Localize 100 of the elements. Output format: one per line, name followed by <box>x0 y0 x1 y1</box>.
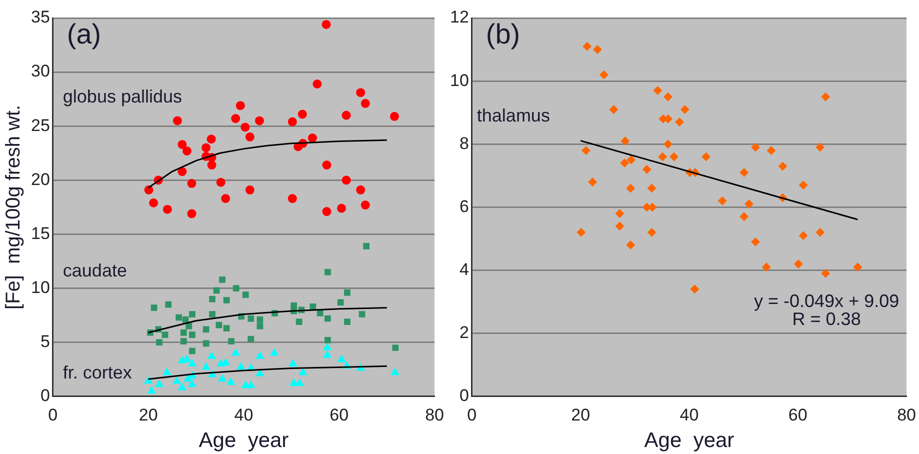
point <box>162 368 172 376</box>
point <box>144 376 153 384</box>
point <box>162 332 168 338</box>
point <box>231 114 240 124</box>
point <box>180 329 187 336</box>
point <box>592 45 602 54</box>
point <box>242 292 249 298</box>
point <box>186 322 192 330</box>
point <box>363 242 370 250</box>
point <box>189 348 196 354</box>
point <box>390 112 399 121</box>
point <box>165 301 172 308</box>
y-tick-label: 12 <box>450 8 469 27</box>
series-label: fr. cortex <box>62 362 132 383</box>
point <box>360 98 370 108</box>
x-axis-title: Age year <box>198 429 289 452</box>
point <box>288 194 297 204</box>
point <box>172 116 182 126</box>
point <box>344 318 350 325</box>
point <box>582 146 590 155</box>
point <box>172 376 182 384</box>
y-tick-label: 0 <box>459 386 469 406</box>
point <box>599 70 608 80</box>
point <box>337 204 346 213</box>
point <box>189 332 196 338</box>
point <box>182 146 192 156</box>
point <box>207 160 216 170</box>
x-tick-label: 40 <box>680 405 699 424</box>
point <box>144 185 154 194</box>
point <box>312 79 322 88</box>
point <box>615 209 624 218</box>
point <box>289 378 298 386</box>
point <box>322 20 331 29</box>
point <box>202 362 210 370</box>
point <box>392 344 399 351</box>
x-tick-label: 80 <box>425 405 444 424</box>
point <box>288 117 297 126</box>
point <box>690 284 700 294</box>
point <box>182 316 189 323</box>
point <box>322 342 332 350</box>
point <box>762 262 771 272</box>
point <box>226 377 236 385</box>
point <box>231 348 240 356</box>
point <box>308 134 317 143</box>
point <box>670 152 679 162</box>
point <box>254 116 264 126</box>
point <box>176 314 182 321</box>
point <box>162 204 172 214</box>
point <box>288 358 298 366</box>
x-tick-label: 60 <box>788 405 808 424</box>
point <box>798 231 808 240</box>
point <box>821 268 830 278</box>
point <box>816 228 825 237</box>
y-tick-label: 15 <box>30 224 50 243</box>
point <box>298 110 307 119</box>
point <box>256 322 264 330</box>
point <box>322 207 332 216</box>
y-tick-label: 35 <box>30 8 50 27</box>
point <box>149 198 158 208</box>
point <box>245 132 254 142</box>
point <box>156 339 162 346</box>
point <box>223 296 230 304</box>
point <box>246 380 256 388</box>
point <box>626 155 636 164</box>
point <box>680 104 690 114</box>
point <box>360 200 370 210</box>
x-tick-label: 80 <box>897 405 916 424</box>
point <box>588 177 598 186</box>
point <box>798 180 808 190</box>
point <box>180 338 187 344</box>
point <box>620 136 630 146</box>
point <box>209 296 216 302</box>
x-tick-label: 20 <box>571 405 590 424</box>
y-tick-label: 30 <box>30 62 50 81</box>
point <box>216 322 222 328</box>
point <box>232 285 240 292</box>
x-tick-label: 60 <box>330 405 349 424</box>
point <box>178 382 187 390</box>
point <box>702 152 711 162</box>
y-tick-label: 0 <box>40 386 50 406</box>
y-tick-label: 2 <box>459 323 469 342</box>
point <box>150 304 158 311</box>
y-tick-label: 4 <box>459 260 469 279</box>
point <box>240 122 250 132</box>
point <box>324 268 331 276</box>
point <box>337 299 344 306</box>
y-axis-title: [Fe] mg/100g fresh wt. <box>2 104 25 310</box>
point <box>236 101 245 110</box>
point <box>664 92 673 102</box>
chart-title: (a) <box>66 18 102 50</box>
point <box>390 368 400 376</box>
point <box>298 368 308 376</box>
point <box>344 289 350 296</box>
y-tick-label: 5 <box>40 332 50 352</box>
annotation: y = -0.049x + 9.09 <box>754 290 900 311</box>
point <box>751 237 760 246</box>
point <box>248 336 254 342</box>
point <box>576 228 586 237</box>
point <box>207 351 216 359</box>
point <box>245 185 254 194</box>
